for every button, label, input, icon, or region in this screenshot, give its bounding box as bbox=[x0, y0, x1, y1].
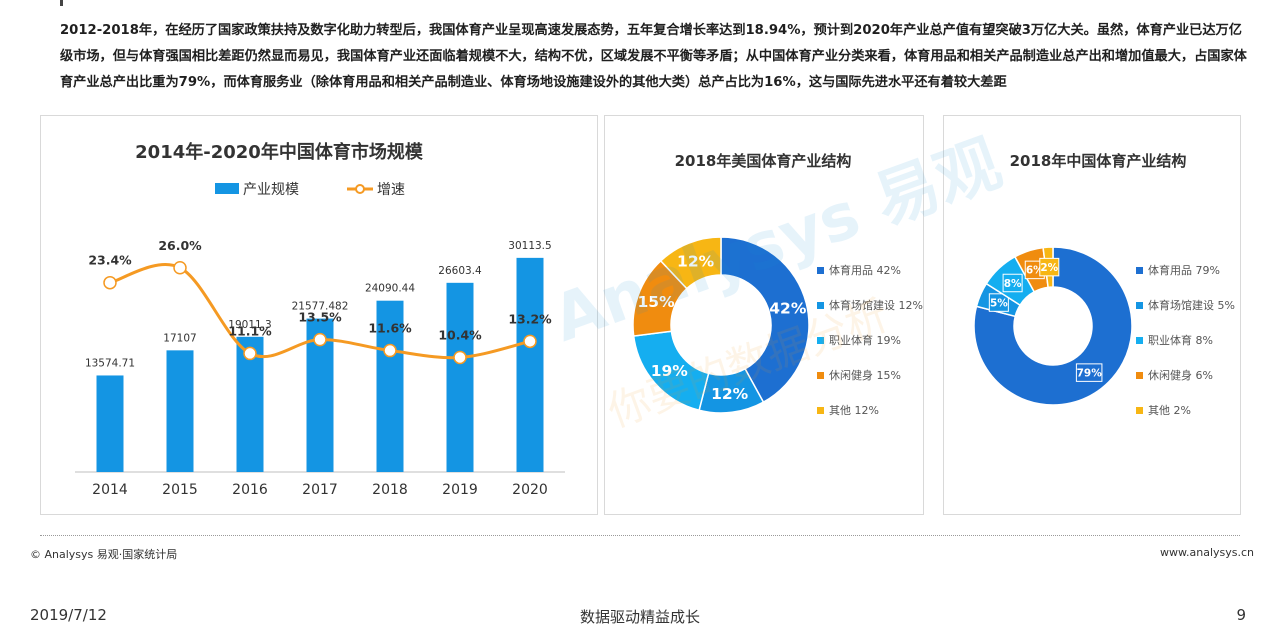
slice-label-box bbox=[1075, 363, 1103, 382]
bar bbox=[446, 282, 474, 472]
legend-label: 其他 2% bbox=[1148, 404, 1191, 417]
x-tick-label: 2018 bbox=[372, 482, 408, 498]
slice-label: 2% bbox=[1040, 262, 1058, 274]
site-url: www.analysys.cn bbox=[1160, 546, 1254, 559]
slice-label: 79% bbox=[1077, 367, 1103, 379]
growth-value-label: 11.6% bbox=[368, 321, 412, 336]
us-structure-chart-panel: 2018年美国体育产业结构 42% 体育用品 42% 12% 体育场馆建设 12% 19%… bbox=[604, 115, 924, 515]
market-size-chart-panel: 2014年-2020年中国体育市场规模产业规模 增速 13574.71 2014 171… bbox=[40, 115, 598, 515]
cn-structure-chart-panel: 2018年中国体育产业结构 79% 体育用品 79% 5% 体育场馆建设 5% 8% 职业体… bbox=[943, 115, 1241, 515]
growth-marker bbox=[313, 332, 327, 347]
slice-label: 5% bbox=[990, 297, 1008, 309]
legend-label-bar: 产业规模 bbox=[243, 182, 299, 198]
bar bbox=[516, 257, 544, 472]
growth-marker bbox=[523, 334, 537, 349]
chart-title: 2018年中国体育产业结构 bbox=[1010, 152, 1187, 170]
legend-label: 体育用品 79% bbox=[1148, 263, 1220, 277]
chart-title: 2014年-2020年中国体育市场规模 bbox=[135, 141, 424, 163]
growth-value-label: 11.1% bbox=[228, 323, 272, 338]
bar-value-label: 26603.4 bbox=[438, 265, 482, 277]
x-tick-label: 2020 bbox=[512, 482, 548, 498]
slice-label: 8% bbox=[1004, 278, 1022, 290]
slice-label: 12% bbox=[677, 252, 715, 270]
slice-label-box bbox=[988, 293, 1009, 312]
legend-swatch bbox=[1136, 337, 1143, 344]
legend-marker-growth bbox=[355, 184, 365, 194]
corner-mark bbox=[60, 0, 63, 6]
source-note: © Analysys 易观·国家统计局 bbox=[30, 548, 178, 561]
legend-label: 职业体育 19% bbox=[829, 333, 901, 347]
footer-divider bbox=[40, 535, 1240, 536]
bar bbox=[96, 375, 124, 472]
legend-swatch bbox=[817, 302, 824, 309]
legend-label: 体育用品 42% bbox=[829, 263, 901, 277]
growth-marker bbox=[453, 350, 467, 365]
legend-swatch bbox=[1136, 267, 1143, 274]
intro-paragraph: 2012-2018年，在经历了国家政策扶持及数字化助力转型后，我国体育产业呈现高… bbox=[60, 23, 1247, 90]
bar-value-label: 21577.482 bbox=[292, 301, 349, 313]
legend-label: 其他 12% bbox=[829, 404, 879, 417]
x-tick-label: 2014 bbox=[92, 482, 128, 498]
slice-label: 42% bbox=[769, 299, 807, 317]
slice-label: 15% bbox=[638, 293, 676, 311]
us-structure-chart: 2018年美国体育产业结构 42% 体育用品 42% 12% 体育场馆建设 12% 19%… bbox=[632, 152, 923, 417]
slice-label-box bbox=[1039, 257, 1060, 277]
growth-marker bbox=[383, 343, 397, 358]
bar-value-label: 17107 bbox=[163, 332, 196, 344]
x-tick-label: 2019 bbox=[442, 482, 478, 498]
legend-label-growth: 增速 bbox=[377, 182, 405, 198]
legend-label: 体育场馆建设 12% bbox=[829, 298, 923, 312]
legend-label: 职业体育 8% bbox=[1148, 333, 1213, 347]
growth-marker bbox=[173, 261, 187, 275]
legend-label: 休闲健身 6% bbox=[1148, 368, 1213, 382]
growth-value-label: 13.2% bbox=[508, 311, 552, 326]
cn-structure-chart: 2018年中国体育产业结构 79% 体育用品 79% 5% 体育场馆建设 5% 8% 职业体… bbox=[973, 152, 1235, 417]
x-tick-label: 2015 bbox=[162, 482, 198, 498]
growth-value-label: 23.4% bbox=[88, 253, 132, 268]
growth-value-label: 10.4% bbox=[438, 327, 482, 342]
legend-swatch bbox=[1136, 302, 1143, 309]
report-date: 2019/7/12 bbox=[30, 606, 107, 624]
slice-label: 19% bbox=[651, 362, 689, 380]
bar-value-label: 30113.5 bbox=[508, 240, 551, 252]
legend-swatch bbox=[1136, 372, 1143, 379]
bar bbox=[166, 350, 194, 472]
growth-marker bbox=[103, 275, 117, 290]
growth-value-label: 13.5% bbox=[298, 310, 342, 325]
growth-marker bbox=[243, 346, 257, 361]
x-tick-label: 2016 bbox=[232, 482, 268, 498]
growth-value-label: 26.0% bbox=[158, 238, 202, 253]
slice-label-box bbox=[1002, 273, 1023, 293]
donut-slice bbox=[659, 236, 722, 290]
donut-slice bbox=[720, 236, 810, 404]
legend-swatch-bar bbox=[215, 183, 239, 194]
slice-label: 12% bbox=[711, 385, 749, 403]
x-tick-label: 2017 bbox=[302, 482, 338, 498]
legend-swatch bbox=[817, 337, 824, 344]
bar bbox=[376, 300, 404, 472]
page-number: 9 bbox=[1236, 606, 1246, 624]
bar-value-label: 13574.71 bbox=[85, 357, 135, 369]
legend-label: 休闲健身 15% bbox=[829, 368, 901, 382]
legend-swatch bbox=[817, 267, 824, 274]
footer-slogan: 数据驱动精益成长 bbox=[579, 608, 700, 626]
legend-label: 体育场馆建设 5% bbox=[1148, 298, 1235, 312]
legend-swatch bbox=[1136, 407, 1143, 414]
chart-title: 2018年美国体育产业结构 bbox=[675, 152, 852, 170]
legend-swatch bbox=[817, 372, 824, 379]
bar-value-label: 24090.44 bbox=[365, 283, 415, 295]
bar-value-label: 19011.3 bbox=[228, 319, 271, 331]
legend-swatch bbox=[817, 407, 824, 414]
